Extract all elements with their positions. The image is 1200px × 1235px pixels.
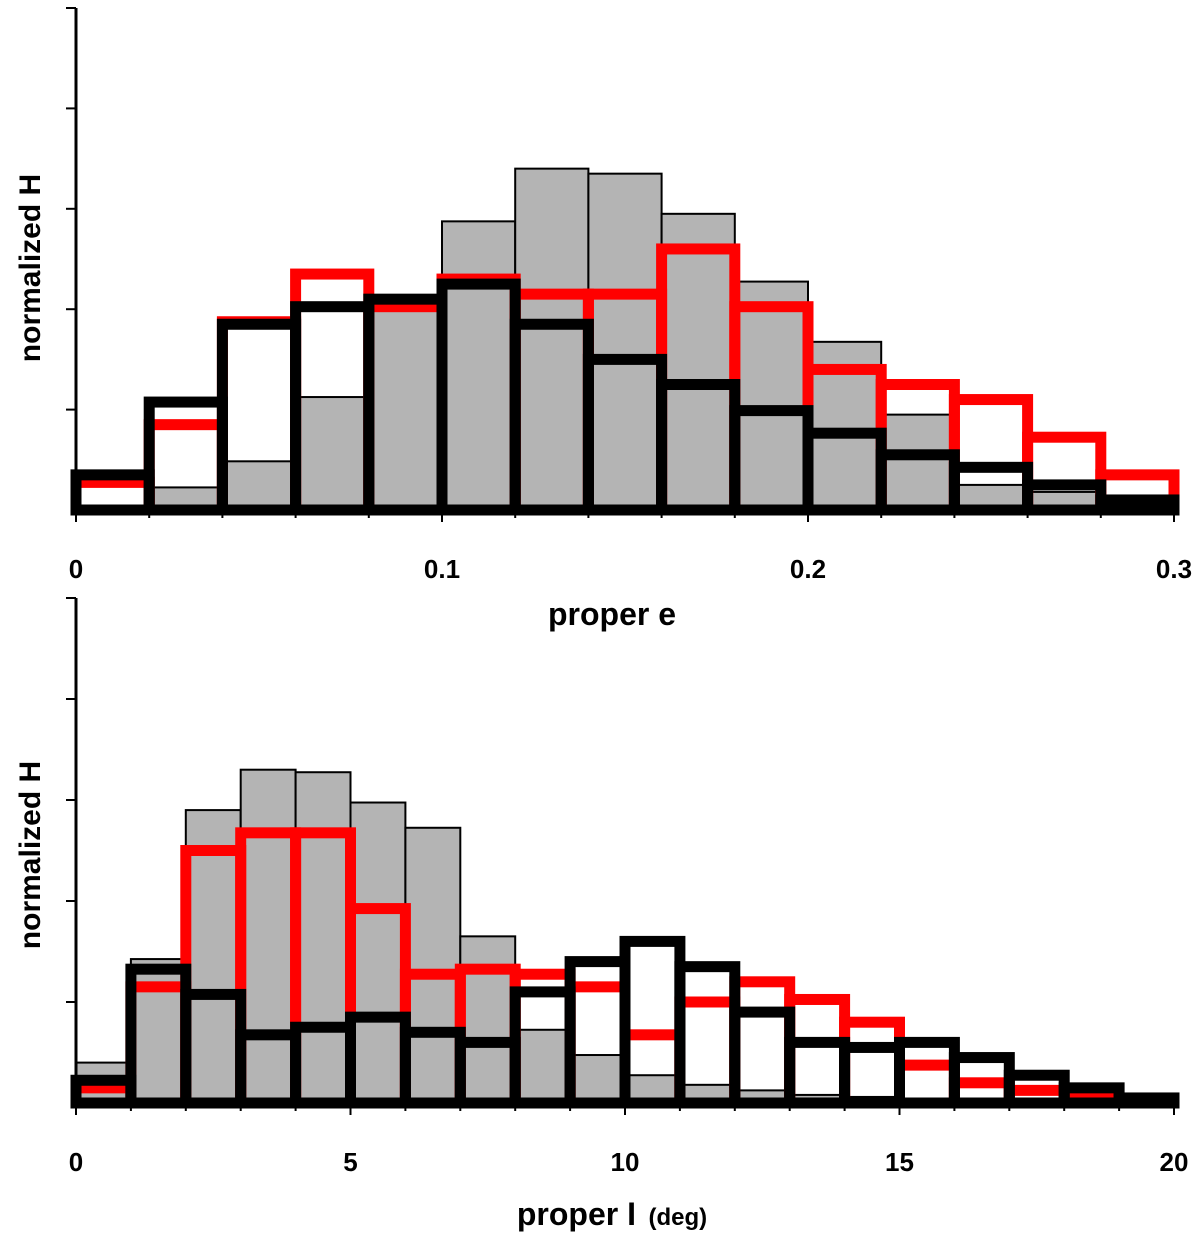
x-tick-label-1: 0.1 xyxy=(424,554,460,584)
panel-top-eccentricity: 0 0.1 0.2 0.3 normalized H proper e xyxy=(14,7,1192,632)
x-tick-label-1: 5 xyxy=(343,1147,357,1177)
bars-layer xyxy=(70,167,1180,516)
bar-grey-filled-bin-8 xyxy=(514,1028,572,1105)
x-tick-label-4: 20 xyxy=(1160,1147,1189,1177)
xlabel-top: proper e xyxy=(548,596,676,632)
bar-red-outline-bin-12 xyxy=(729,976,796,1109)
bar-grey-filled-bin-3 xyxy=(239,768,297,1104)
ylabel-bottom: normalized H xyxy=(14,761,47,949)
bar-black-outline-bin-0 xyxy=(70,469,155,516)
bar-grey-filled-bin-7 xyxy=(587,172,663,511)
bar-grey-filled-bin-6 xyxy=(514,167,590,511)
x-tick-label-0: 0 xyxy=(69,1147,83,1177)
bar-grey-filled-bin-2 xyxy=(184,809,242,1104)
xlabel-bottom-main: proper I xyxy=(517,1196,636,1232)
bar-grey-filled-bin-4 xyxy=(294,771,352,1104)
bar-black-outline-bin-13 xyxy=(784,1036,851,1109)
bar-red-outline-bin-13 xyxy=(784,993,851,1109)
bar-black-outline-bin-15 xyxy=(894,1036,960,1109)
panel-bottom-inclination: 0 5 10 15 20 normalized H proper I (deg) xyxy=(14,597,1189,1232)
bar-grey-filled-bin-8 xyxy=(660,212,736,511)
ylabel-top: normalized H xyxy=(14,174,47,362)
x-tick-label-3: 0.3 xyxy=(1156,554,1192,584)
bar-grey-filled-bin-5 xyxy=(441,220,517,511)
bar-grey-filled-bin-5 xyxy=(349,801,407,1105)
bar-grey-filled-bin-4 xyxy=(367,305,443,511)
x-tick-label-2: 0.2 xyxy=(790,554,826,584)
xlabel-bottom: proper I (deg) xyxy=(517,1196,707,1232)
bar-black-outline-bin-14 xyxy=(839,1041,905,1109)
bar-grey-filled-bin-11 xyxy=(880,413,956,511)
axes-layer: 0 5 10 15 20 xyxy=(66,597,1189,1177)
bar-grey-filled-bin-6 xyxy=(404,826,462,1105)
bar-black-outline-bin-11 xyxy=(674,961,741,1109)
axes-layer: 0 0.1 0.2 0.3 xyxy=(66,7,1192,584)
xlabel-bottom-unit: (deg) xyxy=(648,1204,707,1231)
bars-layer xyxy=(70,768,1180,1109)
bar-grey-filled-bin-1 xyxy=(129,958,187,1105)
bar-black-outline-bin-12 xyxy=(729,1006,796,1109)
x-tick-label-0: 0 xyxy=(69,554,83,584)
bar-grey-filled-bin-9 xyxy=(569,1054,626,1105)
x-tick-label-3: 15 xyxy=(885,1147,914,1177)
bar-red-outline-bin-14 xyxy=(839,1016,905,1109)
bar-grey-filled-bin-3 xyxy=(294,396,370,511)
bar-grey-filled-bin-9 xyxy=(733,280,809,511)
x-tick-label-2: 10 xyxy=(611,1147,640,1177)
bar-grey-filled-bin-7 xyxy=(459,935,517,1104)
bar-grey-filled-bin-2 xyxy=(221,460,297,511)
bar-red-outline-bin-15 xyxy=(894,1059,960,1109)
bar-black-outline-bin-14 xyxy=(1095,494,1180,516)
